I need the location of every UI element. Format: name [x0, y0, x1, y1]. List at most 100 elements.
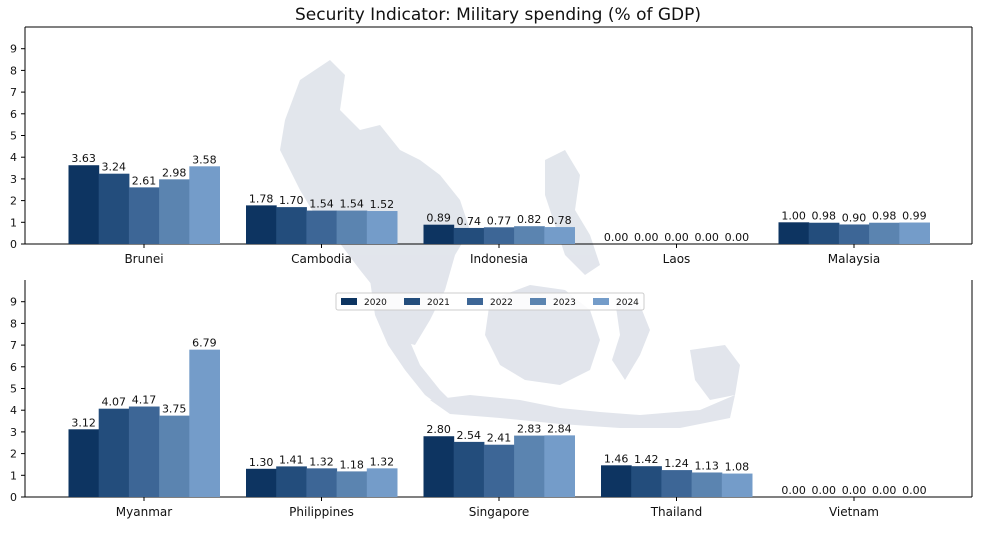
bar — [336, 471, 368, 497]
legend-swatch — [341, 298, 357, 305]
bar-value-label: 2.80 — [426, 423, 451, 436]
bar-value-label: 0.00 — [842, 484, 867, 497]
x-tick-label: Myanmar — [116, 505, 172, 519]
background-map-peninsula — [370, 280, 455, 410]
bar — [306, 210, 338, 244]
y-tick-label: 3 — [10, 173, 17, 186]
bar — [68, 429, 100, 497]
panel-1: 0 1 2 3 4 5 6 7 8 9 3.63 3.24 2.61 2.98 3.58 Brunei 1.78… — [10, 26, 973, 266]
x-tick-label: Indonesia — [470, 252, 528, 266]
bar-value-label: 3.75 — [162, 403, 187, 416]
background-map-java — [430, 395, 735, 428]
bar — [601, 465, 632, 497]
bar — [514, 226, 545, 244]
x-tick-label: Laos — [663, 252, 691, 266]
legend-label: 2024 — [616, 298, 639, 308]
bar — [453, 227, 485, 244]
bar-value-label: 1.54 — [339, 198, 364, 211]
legend-swatch — [593, 298, 609, 305]
bar-group-thailand: 1.46 1.42 1.24 1.13 1.08 — [601, 452, 753, 497]
bar-group-philippines: 1.30 1.41 1.32 1.18 1.32 — [246, 453, 398, 497]
x-tick-label: Philippines — [289, 505, 354, 519]
bar-value-label: 0.98 — [812, 210, 837, 223]
y-tick-label: 1 — [10, 469, 17, 482]
bar-group-laos: 0.00 0.00 0.00 0.00 0.00 — [604, 231, 749, 244]
bar-value-label: 3.63 — [71, 152, 96, 165]
bar — [838, 224, 870, 244]
x-tick-label: Cambodia — [291, 252, 352, 266]
bar — [98, 408, 130, 497]
bar-value-label: 1.54 — [309, 198, 334, 211]
y-tick-label: 2 — [10, 195, 17, 208]
bar-value-label: 1.00 — [781, 209, 806, 222]
bar-value-label: 1.46 — [604, 452, 629, 465]
bar — [544, 435, 575, 497]
bar-value-label: 1.32 — [309, 455, 334, 468]
bar-value-label: 0.74 — [457, 215, 482, 228]
bar — [778, 222, 810, 244]
legend-swatch — [530, 298, 546, 305]
y-tick-label: 5 — [10, 383, 17, 396]
bar — [483, 227, 515, 244]
y-tick-label: 4 — [10, 404, 17, 417]
legend-label: 2020 — [364, 298, 387, 308]
legend: 2020 2021 2022 2023 2024 — [335, 292, 645, 311]
legend-label: 2023 — [553, 298, 576, 308]
legend-box — [335, 292, 645, 311]
bar-value-label: 2.98 — [162, 166, 187, 179]
legend-item-2021: 2021 — [404, 298, 450, 308]
bar-value-label: 2.41 — [487, 432, 512, 445]
bar — [808, 222, 840, 244]
bar-value-label: 0.00 — [664, 231, 689, 244]
bar-group-brunei: 3.63 3.24 2.61 2.98 3.58 — [68, 152, 220, 244]
bar-value-label: 4.17 — [132, 394, 157, 407]
bar-value-label: 0.00 — [781, 484, 806, 497]
y-tick-label: 1 — [10, 216, 17, 229]
bar — [276, 207, 307, 244]
bar-value-label: 2.54 — [457, 429, 482, 442]
panels-layer: 0 1 2 3 4 5 6 7 8 9 3.63 3.24 2.61 2.98 3.58 Brunei 1.78… — [10, 26, 973, 519]
bar — [483, 444, 515, 497]
bar-value-label: 1.32 — [370, 455, 395, 468]
bar-value-label: 1.52 — [370, 198, 395, 211]
bar — [366, 468, 398, 497]
bar-value-label: 0.77 — [487, 214, 512, 227]
bar — [423, 436, 455, 497]
legend-item-2024: 2024 — [593, 298, 639, 308]
y-tick-label: 7 — [10, 339, 17, 352]
y-tick-label: 2 — [10, 448, 17, 461]
y-tick-label: 6 — [10, 361, 17, 374]
bar — [336, 210, 368, 244]
legend-swatch — [404, 298, 420, 305]
bar — [98, 173, 130, 244]
bar-group-indonesia: 0.89 0.74 0.77 0.82 0.78 — [423, 212, 575, 244]
legend-label: 2022 — [490, 298, 513, 308]
bar — [189, 166, 220, 244]
bar-value-label: 0.00 — [604, 231, 629, 244]
bar-value-label: 1.42 — [634, 453, 659, 466]
background-map-papua — [690, 345, 740, 400]
y-tick-label: 6 — [10, 108, 17, 121]
x-tick-label: Singapore — [469, 505, 530, 519]
bar-value-label: 1.08 — [725, 461, 750, 474]
y-tick-label: 9 — [10, 296, 17, 309]
bar — [306, 468, 338, 497]
bar — [661, 470, 693, 497]
bar-value-label: 1.24 — [664, 457, 689, 470]
bar-value-label: 1.13 — [694, 459, 719, 472]
bar — [423, 224, 455, 244]
bar-value-label: 0.78 — [547, 214, 572, 227]
bar-value-label: 0.00 — [902, 484, 927, 497]
bar-value-label: 1.78 — [249, 192, 274, 205]
legend-label: 2021 — [427, 298, 450, 308]
y-tick-label: 7 — [10, 86, 17, 99]
bar — [721, 473, 753, 497]
x-tick-label: Vietnam — [829, 505, 879, 519]
y-tick-label: 0 — [10, 238, 17, 251]
bar — [631, 466, 662, 497]
legend-swatch — [467, 298, 483, 305]
bar — [276, 466, 307, 497]
bar — [514, 435, 545, 497]
